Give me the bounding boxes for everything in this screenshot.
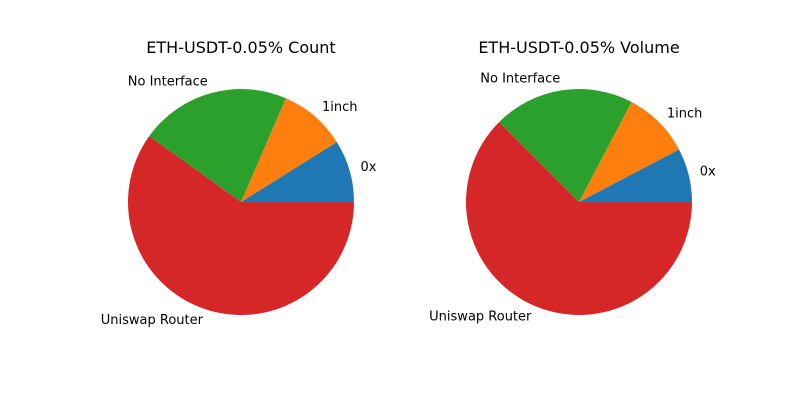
pie-slice-1inch (241, 98, 337, 202)
slice-label-no-interface: No Interface (128, 75, 208, 90)
slice-label-0x: 0x (361, 160, 377, 175)
pie-slice-no-interface (149, 88, 286, 202)
slice-label-1inch: 1inch (322, 100, 358, 115)
chart-title: ETH-USDT-0.05% Volume (478, 38, 679, 57)
chart-title: ETH-USDT-0.05% Count (146, 38, 335, 57)
pie-slice-1inch (579, 101, 680, 202)
slice-label-uniswap-router: Uniswap Router (101, 313, 204, 328)
pie-slice-no-interface (499, 89, 632, 202)
slice-label-no-interface: No Interface (480, 72, 560, 87)
volume-pie-chart: ETH-USDT-0.05% Volume 0x 1inch No Interfac… (429, 38, 716, 324)
pie-slice-uniswap-router (465, 122, 692, 316)
slice-label-uniswap-router: Uniswap Router (429, 309, 532, 324)
pie-slice-0x (579, 149, 692, 202)
slice-label-1inch: 1inch (667, 107, 703, 122)
slice-label-0x: 0x (700, 165, 716, 180)
pie-slice-uniswap-router (127, 136, 354, 316)
count-pie-chart: ETH-USDT-0.05% Count 0x 1inch No Interface… (101, 38, 377, 328)
pie-slice-0x (241, 142, 354, 202)
